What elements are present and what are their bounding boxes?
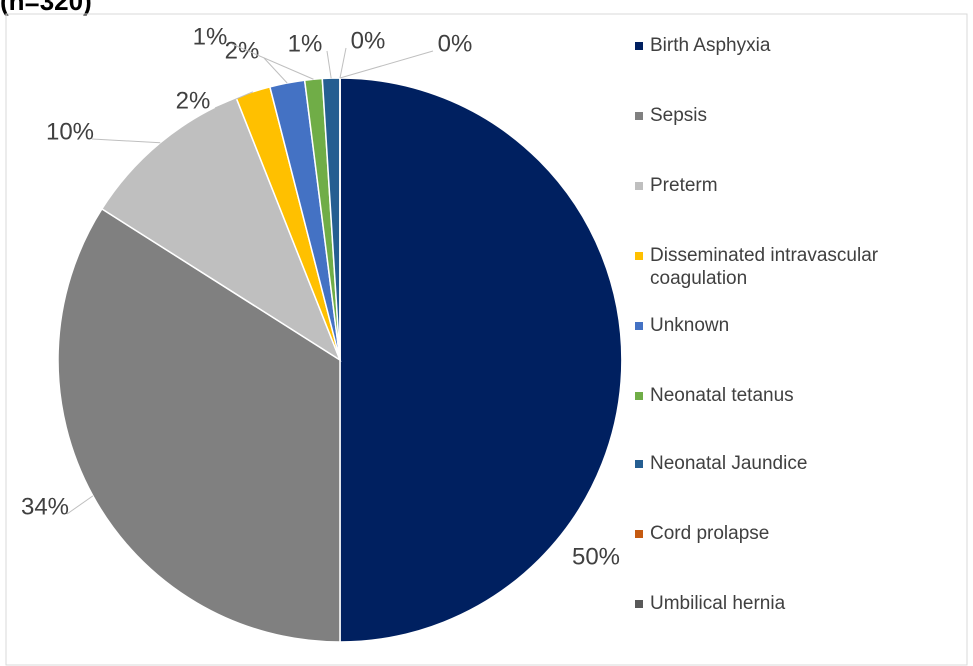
legend-item: Unknown xyxy=(632,314,962,337)
legend-swatch xyxy=(635,112,643,120)
pie-slice xyxy=(100,96,342,362)
legend-label: Neonatal Jaundice xyxy=(650,453,808,474)
leader-line xyxy=(231,43,314,80)
chart-title: (n=320) xyxy=(0,0,92,16)
leader-line xyxy=(326,50,332,79)
legend-swatch xyxy=(635,600,643,608)
legend-swatch xyxy=(635,42,643,50)
legend-swatch xyxy=(635,252,643,260)
legend-item: Birth Asphyxia xyxy=(632,34,962,57)
legend-item: Sepsis xyxy=(632,104,962,127)
legend-label: Sepsis xyxy=(650,105,708,126)
legend-swatch xyxy=(635,460,643,468)
data-label: 10% xyxy=(46,118,94,145)
legend-item: Disseminated intravascular coagulation xyxy=(632,244,962,290)
data-label: 2% xyxy=(176,87,211,114)
legend-swatch xyxy=(635,530,643,538)
data-label: 50% xyxy=(572,543,620,570)
legend-item: Neonatal tetanus xyxy=(632,384,962,407)
leader-line xyxy=(66,495,94,515)
legend-swatch xyxy=(635,182,643,190)
data-label: 34% xyxy=(21,493,69,520)
legend-item: Umbilical hernia xyxy=(632,592,962,615)
legend-label: Disseminated intravascular coagulation xyxy=(650,245,879,289)
data-label: 0% xyxy=(351,27,386,54)
leader-line xyxy=(263,57,288,84)
leader-line xyxy=(339,47,347,79)
legend-label: Unknown xyxy=(650,315,730,336)
legend-label: Birth Asphyxia xyxy=(650,35,771,56)
leader-line xyxy=(339,50,434,79)
legend-label: Cord prolapse xyxy=(650,523,770,544)
chart-border xyxy=(5,13,968,666)
legend-item: Cord prolapse xyxy=(632,522,962,545)
leader-line xyxy=(214,91,254,109)
pie-slice xyxy=(339,77,623,643)
data-label: 1% xyxy=(193,23,228,50)
legend-swatch xyxy=(635,322,643,330)
data-label: 2% xyxy=(225,37,260,64)
legend-label: Neonatal tetanus xyxy=(650,385,794,406)
legend-swatch xyxy=(635,392,643,400)
legend-item: Preterm xyxy=(632,174,962,197)
leader-line xyxy=(91,138,161,144)
data-label: 0% xyxy=(438,30,473,57)
legend-label: Preterm xyxy=(650,175,718,196)
data-label: 1% xyxy=(288,30,323,57)
legend-item: Neonatal Jaundice xyxy=(632,452,962,475)
legend-label: Umbilical hernia xyxy=(650,593,786,614)
pie-slice xyxy=(57,207,341,643)
